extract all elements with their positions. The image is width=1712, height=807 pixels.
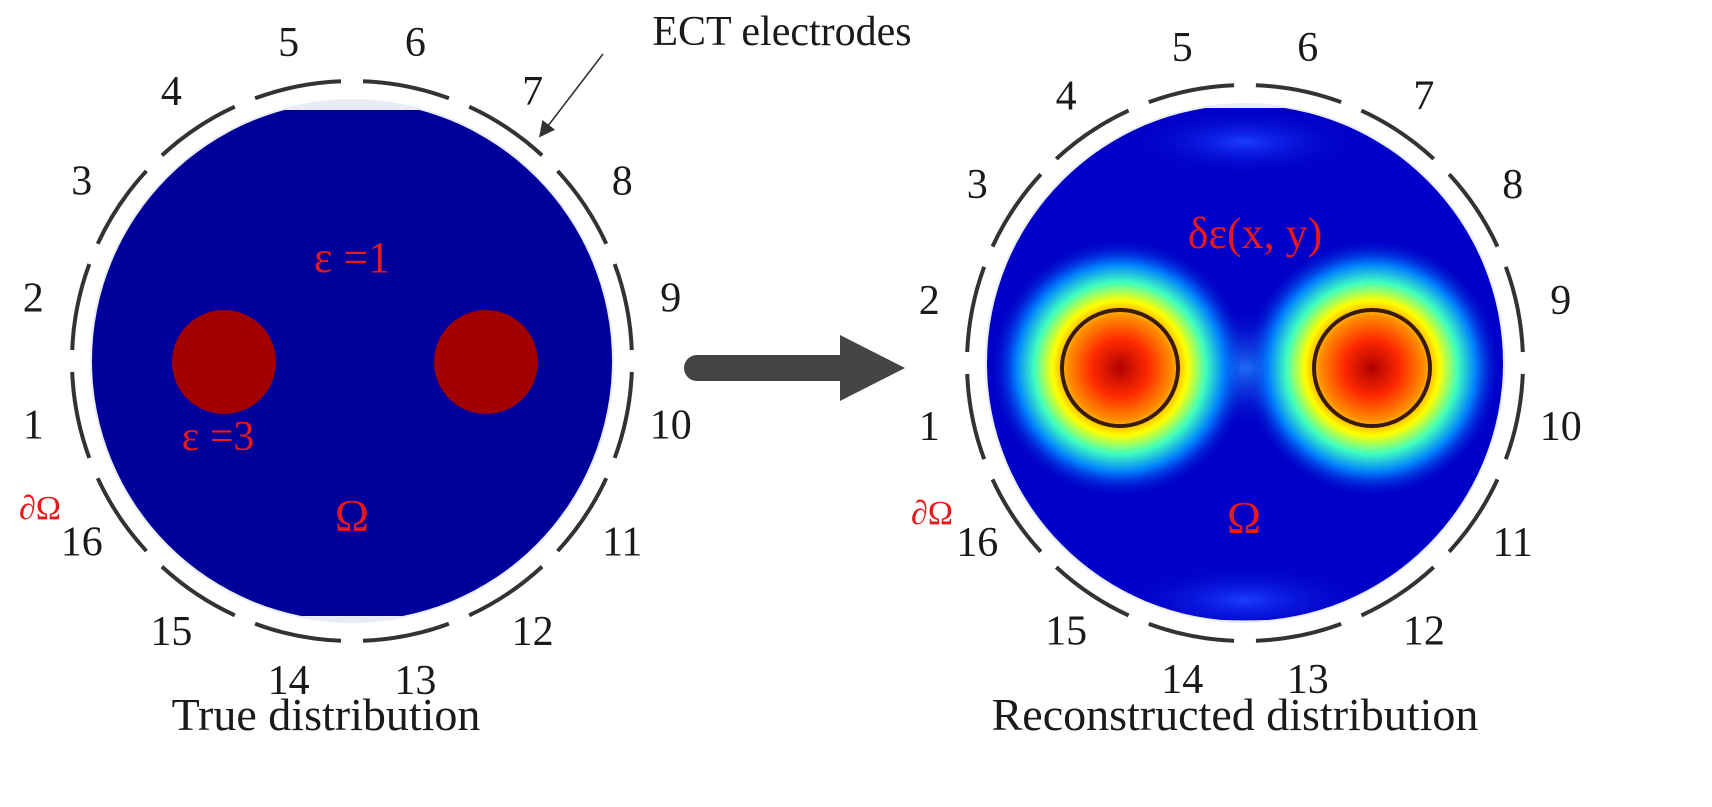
left-caption: True distribution bbox=[172, 689, 481, 740]
left-electrode-16 bbox=[95, 477, 148, 553]
right-blob-2 bbox=[1242, 238, 1502, 498]
left-electrode-6 bbox=[362, 79, 450, 101]
left-electrode-label-7: 7 bbox=[522, 69, 543, 115]
left-electrode-label-8: 8 bbox=[612, 158, 633, 204]
left-electrode-label-16: 16 bbox=[61, 520, 103, 566]
left-electrode-label-2: 2 bbox=[23, 276, 44, 322]
right-contour-1 bbox=[1060, 308, 1180, 428]
callout-text: ECT electrodes bbox=[652, 9, 911, 55]
right-electrode-ring bbox=[965, 83, 1525, 643]
right-electrode-14 bbox=[1148, 621, 1235, 643]
right-top-artifact bbox=[1125, 107, 1365, 177]
right-electrode-label-8: 8 bbox=[1502, 162, 1523, 208]
right-blob-1 bbox=[990, 238, 1250, 498]
right-electrode-label-12: 12 bbox=[1403, 609, 1445, 655]
left-electrode-label-6: 6 bbox=[405, 20, 426, 66]
callout-arrow bbox=[539, 53, 604, 138]
right-electrode-label-2: 2 bbox=[919, 278, 940, 324]
right-electrode-label-15: 15 bbox=[1045, 609, 1087, 655]
left-electrode-12 bbox=[468, 565, 544, 618]
electrodes-callout: ECT electrodes bbox=[539, 9, 912, 138]
left-domain-label: Ω bbox=[335, 490, 369, 541]
right-electrode-label-1: 1 bbox=[919, 404, 940, 450]
left-electrode-label-9: 9 bbox=[660, 276, 681, 322]
right-electrode-2 bbox=[965, 266, 987, 353]
right-electrode-label-14: 14 bbox=[1161, 657, 1203, 703]
left-electrode-8 bbox=[556, 169, 609, 245]
right-electrode-9 bbox=[1503, 266, 1525, 353]
right-field-label: δε(x, y) bbox=[1188, 209, 1323, 258]
left-electrode-label-4: 4 bbox=[161, 69, 182, 115]
right-caption: Reconstructed distribution bbox=[992, 689, 1479, 740]
right-domain-label: Ω bbox=[1227, 492, 1261, 543]
left-electrode-label-13: 13 bbox=[394, 658, 436, 704]
left-domain-fill bbox=[92, 110, 612, 616]
left-electrode-7 bbox=[468, 104, 544, 157]
right-electrode-13 bbox=[1255, 621, 1342, 643]
right-electrode-1 bbox=[965, 373, 987, 460]
right-electrode-label-6: 6 bbox=[1297, 25, 1318, 71]
right-electrode-7 bbox=[1360, 108, 1436, 161]
left-electrode-label-1: 1 bbox=[23, 402, 44, 448]
left-electrode-1 bbox=[70, 371, 92, 459]
left-electrode-label-10: 10 bbox=[650, 402, 692, 448]
right-contour-2 bbox=[1312, 308, 1432, 428]
right-electrode-label-10: 10 bbox=[1540, 404, 1582, 450]
right-electrode-label-5: 5 bbox=[1172, 25, 1193, 71]
left-electrode-13 bbox=[362, 621, 450, 643]
left-electrode-label-14: 14 bbox=[268, 658, 310, 704]
right-electrode-3 bbox=[990, 172, 1043, 248]
left-electrode-label-11: 11 bbox=[602, 520, 642, 566]
left-inclusion-1 bbox=[172, 310, 276, 414]
right-electrode-11 bbox=[1447, 478, 1500, 554]
left-background-permittivity-label: ε =1 bbox=[314, 233, 390, 282]
left-electrode-label-5: 5 bbox=[278, 20, 299, 66]
right-electrode-10 bbox=[1503, 373, 1525, 460]
right-electrode-label-16: 16 bbox=[956, 520, 998, 566]
right-electrode-label-7: 7 bbox=[1413, 73, 1434, 119]
left-electrode-14 bbox=[254, 621, 342, 643]
left-electrode-5 bbox=[254, 79, 342, 101]
left-inclusion-2 bbox=[434, 310, 538, 414]
right-electrode-5 bbox=[1148, 83, 1235, 105]
left-inclusion-permittivity-label: ε =3 bbox=[182, 414, 255, 460]
right-electrode-label-3: 3 bbox=[967, 162, 988, 208]
left-electrode-label-15: 15 bbox=[150, 609, 192, 655]
right-electrode-15 bbox=[1054, 565, 1130, 618]
right-electrode-4 bbox=[1054, 108, 1130, 161]
right-electrode-8 bbox=[1447, 172, 1500, 248]
right-electrode-label-13: 13 bbox=[1287, 657, 1329, 703]
right-electrode-16 bbox=[990, 478, 1043, 554]
left-electrode-3 bbox=[95, 169, 148, 245]
left-electrode-9 bbox=[612, 263, 634, 351]
right-electrode-12 bbox=[1360, 565, 1436, 618]
right-electrode-label-4: 4 bbox=[1056, 73, 1077, 119]
left-electrode-4 bbox=[160, 104, 236, 157]
right-electrode-label-11: 11 bbox=[1492, 520, 1532, 566]
left-electrode-11 bbox=[556, 477, 609, 553]
right-boundary-label: ∂Ω bbox=[911, 495, 953, 532]
right-electrode-label-9: 9 bbox=[1550, 278, 1571, 324]
transition-arrow bbox=[684, 335, 905, 401]
left-electrode-label-12: 12 bbox=[512, 609, 554, 655]
left-electrode-2 bbox=[70, 263, 92, 351]
right-electrode-6 bbox=[1255, 83, 1342, 105]
left-electrode-10 bbox=[612, 371, 634, 459]
left-electrode-15 bbox=[160, 565, 236, 618]
left-electrode-ring bbox=[70, 79, 634, 643]
left-electrode-label-3: 3 bbox=[71, 158, 92, 204]
left-boundary-label: ∂Ω bbox=[19, 490, 61, 527]
